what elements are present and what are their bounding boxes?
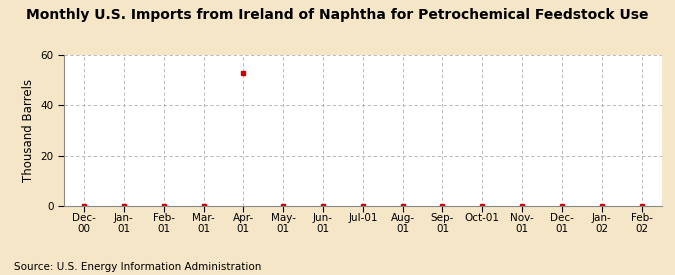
Text: Monthly U.S. Imports from Ireland of Naphtha for Petrochemical Feedstock Use: Monthly U.S. Imports from Ireland of Nap…: [26, 8, 649, 22]
Text: Source: U.S. Energy Information Administration: Source: U.S. Energy Information Administ…: [14, 262, 261, 272]
Y-axis label: Thousand Barrels: Thousand Barrels: [22, 79, 35, 182]
